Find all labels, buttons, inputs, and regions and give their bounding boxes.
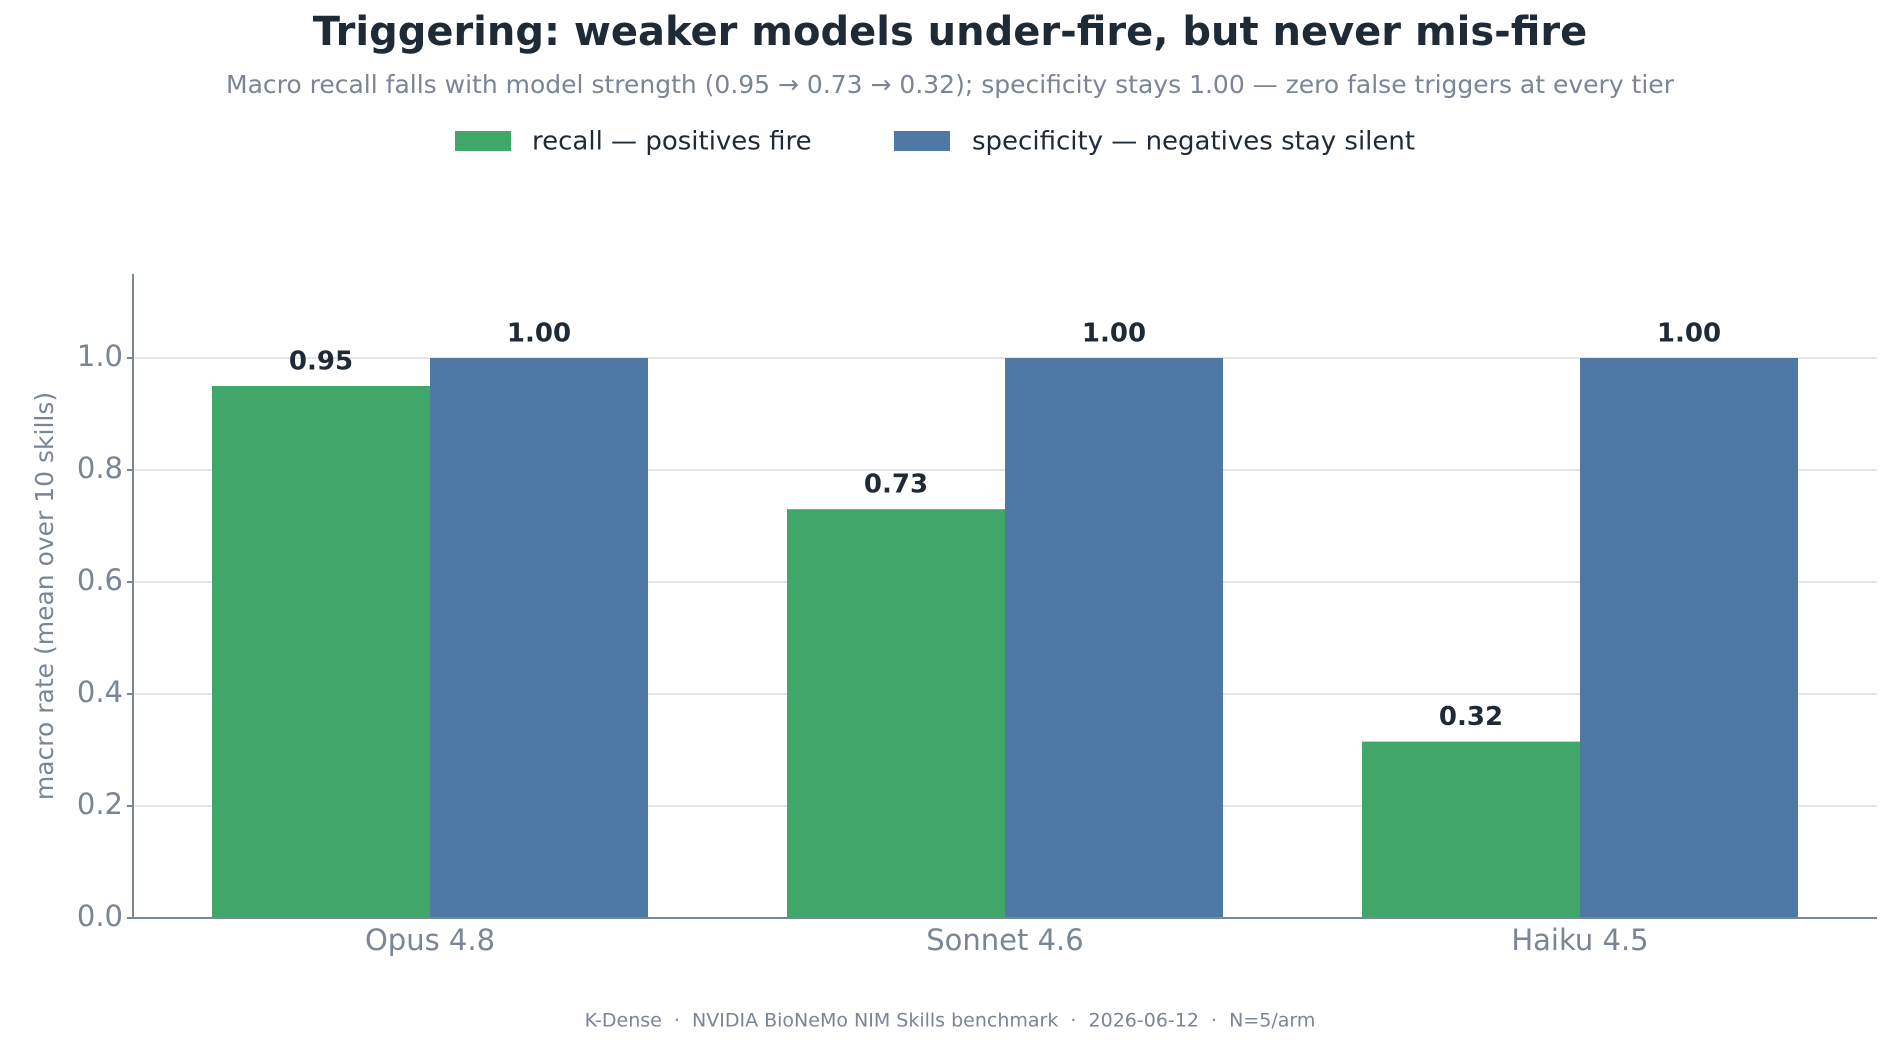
- value-label: 1.00: [1657, 319, 1721, 349]
- legend-label: recall — positives fire: [532, 127, 812, 157]
- value-label: 1.00: [1082, 319, 1146, 349]
- value-label: 1.00: [507, 319, 571, 349]
- x-tick-label: Opus 4.8: [365, 923, 495, 957]
- legend-label: specificity — negatives stay silent: [972, 127, 1415, 157]
- y-tick-label: 0.4: [77, 675, 123, 709]
- bar: [1580, 358, 1798, 918]
- y-tick-label: 0.2: [77, 787, 123, 821]
- legend-swatch: [455, 131, 511, 151]
- value-label: 0.73: [864, 470, 928, 500]
- x-tick-label: Haiku 4.5: [1511, 923, 1648, 957]
- y-tick-label: 1.0: [77, 339, 123, 373]
- bar: [430, 358, 648, 918]
- y-tick-label: 0.6: [77, 563, 123, 597]
- legend-swatch: [894, 131, 950, 151]
- footer: K-Dense · NVIDIA BioNeMo NIM Skills benc…: [585, 1010, 1316, 1032]
- bar: [212, 386, 430, 918]
- bar: [787, 509, 1005, 918]
- chart-subtitle: Macro recall falls with model strength (…: [226, 70, 1675, 99]
- y-axis-label: macro rate (mean over 10 skills): [30, 392, 59, 800]
- bar: [1005, 358, 1223, 918]
- value-label: 0.32: [1439, 702, 1503, 732]
- y-tick-label: 0.8: [77, 451, 123, 485]
- bar: [1362, 741, 1580, 918]
- y-tick-label: 0.0: [77, 899, 123, 933]
- value-label: 0.95: [289, 347, 353, 377]
- x-tick-label: Sonnet 4.6: [926, 923, 1083, 957]
- chart-title: Triggering: weaker models under-fire, bu…: [313, 9, 1588, 55]
